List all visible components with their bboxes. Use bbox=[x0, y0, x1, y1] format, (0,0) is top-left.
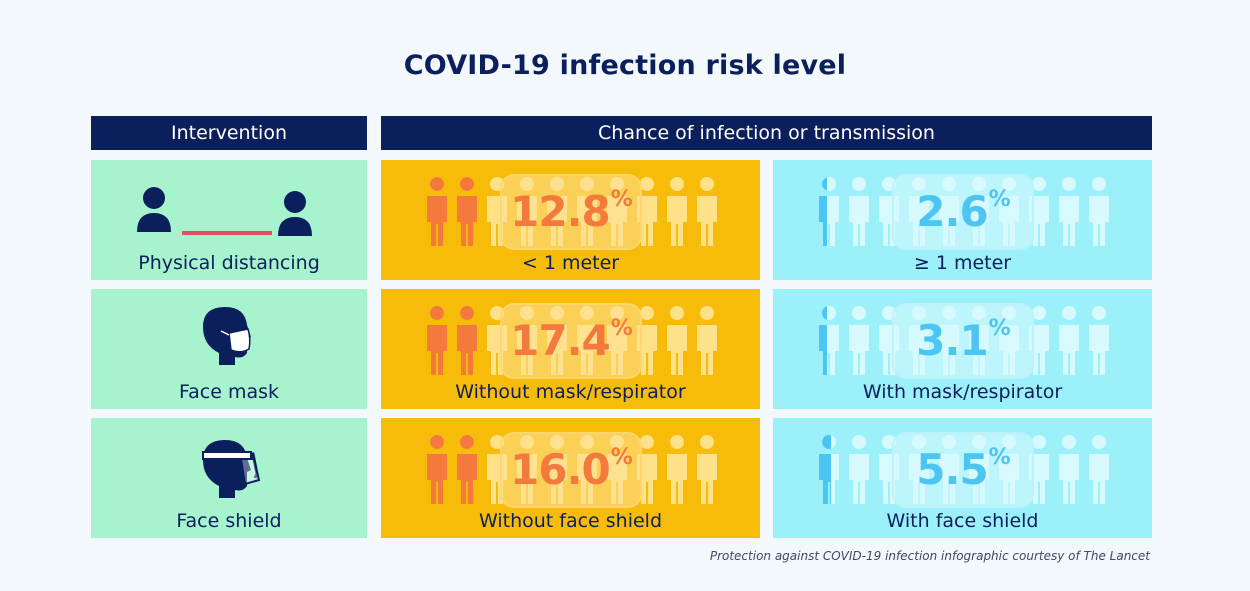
person-figure bbox=[1029, 306, 1049, 375]
risk-cell-without-distancing: 12.8% < 1 meter bbox=[381, 160, 760, 280]
physical-distancing-icon bbox=[137, 187, 312, 236]
person-figure bbox=[637, 177, 657, 246]
condition-label: With mask/respirator bbox=[862, 381, 1063, 403]
risk-percentage: 17.4% bbox=[510, 316, 633, 365]
person-figure bbox=[1059, 435, 1079, 504]
risk-percentage: 3.1% bbox=[916, 316, 1010, 365]
intervention-label: Face shield bbox=[176, 510, 282, 532]
person-figure bbox=[457, 177, 477, 246]
person-figure bbox=[457, 435, 477, 504]
person-figure bbox=[849, 177, 869, 246]
person-figure bbox=[667, 435, 687, 504]
intervention-header: Intervention bbox=[91, 116, 367, 150]
person-figure bbox=[427, 177, 447, 246]
person-figure bbox=[1029, 435, 1049, 504]
condition-label: Without mask/respirator bbox=[455, 381, 686, 403]
intervention-cell-face-mask: Face mask bbox=[91, 289, 367, 409]
intervention-label: Face mask bbox=[178, 381, 280, 403]
risk-cell-with-shield: 5.5% With face shield bbox=[773, 418, 1152, 538]
person-figure bbox=[819, 306, 839, 375]
person-figure bbox=[427, 306, 447, 375]
person-figure bbox=[667, 177, 687, 246]
risk-percentage: 2.6% bbox=[916, 187, 1010, 236]
person-figure bbox=[697, 177, 717, 246]
person-figure bbox=[1089, 177, 1109, 246]
percentage-box bbox=[892, 174, 1034, 250]
page-title: COVID-19 infection risk level bbox=[403, 50, 847, 81]
person-figure bbox=[819, 435, 839, 504]
person-figure bbox=[849, 306, 869, 375]
risk-cell-without-shield: 16.0% Without face shield bbox=[381, 418, 760, 538]
condition-label: < 1 meter bbox=[521, 252, 620, 274]
person-figure bbox=[667, 306, 687, 375]
risk-percentage: 5.5% bbox=[916, 445, 1010, 494]
person-figure bbox=[819, 177, 839, 246]
person-figure bbox=[1059, 306, 1079, 375]
face-shield-icon bbox=[202, 440, 261, 498]
risk-cell-without-mask: 17.4% Without mask/respirator bbox=[381, 289, 760, 409]
risk-percentage: 16.0% bbox=[510, 445, 633, 494]
risk-cell-with-mask: 3.1% With mask/respirator bbox=[773, 289, 1152, 409]
percentage-box bbox=[500, 174, 642, 250]
percentage-box bbox=[892, 432, 1034, 508]
face-mask-icon bbox=[203, 307, 251, 365]
risk-cell-with-distancing: 2.6% ≥ 1 meter bbox=[773, 160, 1152, 280]
person-figure bbox=[1059, 177, 1079, 246]
person-figure bbox=[427, 435, 447, 504]
person-figure bbox=[849, 435, 869, 504]
chance-header: Chance of infection or transmission bbox=[381, 116, 1152, 150]
person-figure bbox=[697, 435, 717, 504]
image-credit: Protection against COVID-19 infection in… bbox=[709, 549, 1150, 563]
risk-percentage: 12.8% bbox=[510, 187, 633, 236]
person-figure bbox=[637, 306, 657, 375]
percentage-box bbox=[892, 303, 1034, 379]
intervention-cell-face-shield: Face shield bbox=[91, 418, 367, 538]
percentage-box bbox=[500, 432, 642, 508]
person-figure bbox=[457, 306, 477, 375]
person-figure bbox=[1089, 435, 1109, 504]
person-figure bbox=[1029, 177, 1049, 246]
intervention-label: Physical distancing bbox=[138, 252, 320, 274]
condition-label: With face shield bbox=[886, 510, 1039, 532]
percentage-box bbox=[500, 303, 642, 379]
condition-label: ≥ 1 meter bbox=[913, 252, 1012, 274]
person-figure bbox=[637, 435, 657, 504]
condition-label: Without face shield bbox=[478, 510, 663, 532]
intervention-cell-physical-distancing: Physical distancing bbox=[91, 160, 367, 280]
person-figure bbox=[1089, 306, 1109, 375]
person-figure bbox=[697, 306, 717, 375]
